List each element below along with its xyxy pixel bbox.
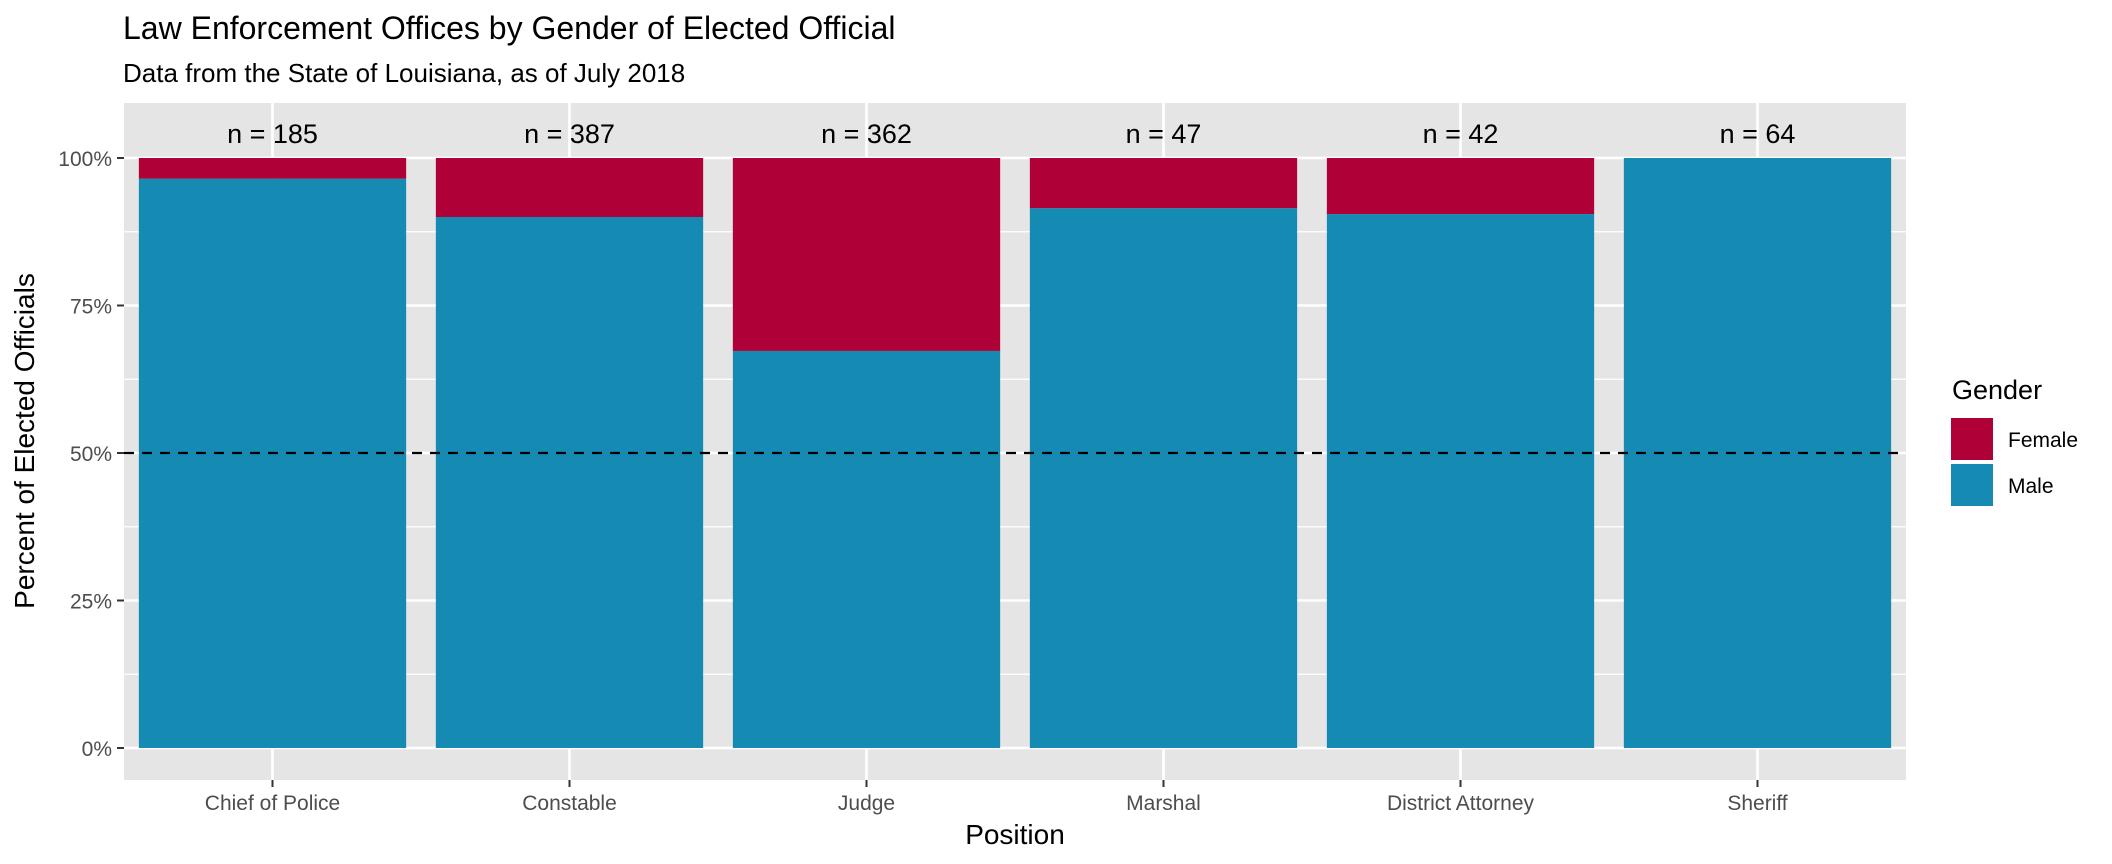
y-tick-label: 25% [70,591,112,614]
y-tick-label: 50% [70,443,112,466]
y-tick-label: 0% [82,738,112,761]
y-tick-label: 100% [58,148,112,171]
bar-female-judge [732,158,1001,351]
legend-label-male: Male [2008,475,2054,498]
x-axis-title: Position [965,819,1065,850]
legend: Gender Female Male [1951,375,2078,506]
y-axis: 0% 25% 50% 75% 100% [58,148,124,761]
x-tick-label: Chief of Police [205,792,340,815]
bar-female-marshal [1029,158,1298,209]
bar-male-constable [435,217,704,748]
bar-female-constable [435,158,704,217]
legend-entries: Female Male [1951,418,2078,506]
bar-male-marshal [1029,208,1298,748]
bar-count-labels: n = 185 n = 387 n = 362 n = 47 n = 42 n = 64 [227,119,1795,149]
bar-female-district-attorney [1326,158,1595,215]
bar-count-label: n = 42 [1423,119,1499,149]
x-tick-label: District Attorney [1387,792,1535,815]
bar-count-label: n = 185 [227,119,318,149]
bar-count-label: n = 47 [1126,119,1202,149]
x-tick-label: Judge [838,792,895,815]
bar-male-judge [732,350,1001,748]
chart-title: Law Enforcement Offices by Gender of Ele… [123,10,896,46]
bar-count-label: n = 387 [524,119,615,149]
bar-count-label: n = 64 [1720,119,1796,149]
chart-subtitle: Data from the State of Louisiana, as of … [123,58,685,88]
y-axis-title: Percent of Elected Officials [9,273,40,609]
legend-label-female: Female [2008,429,2078,452]
bar-male-sheriff [1623,158,1892,748]
x-tick-label: Constable [522,792,617,815]
x-tick-label: Sheriff [1727,792,1787,815]
bar-male-chief-of-police [138,178,407,748]
y-tick-label: 75% [70,296,112,319]
bar-female-chief-of-police [138,158,407,179]
plot-panel [124,103,1906,780]
legend-swatch-female [1951,418,1993,460]
bars [138,158,1892,749]
x-axis: Chief of Police Constable Judge Marshal Dist… [205,780,1788,815]
x-tick-label: Marshal [1126,792,1201,815]
bar-count-label: n = 362 [821,119,912,149]
legend-title: Gender [1952,375,2042,405]
bar-male-district-attorney [1326,214,1595,749]
legend-swatch-male [1951,464,1993,506]
